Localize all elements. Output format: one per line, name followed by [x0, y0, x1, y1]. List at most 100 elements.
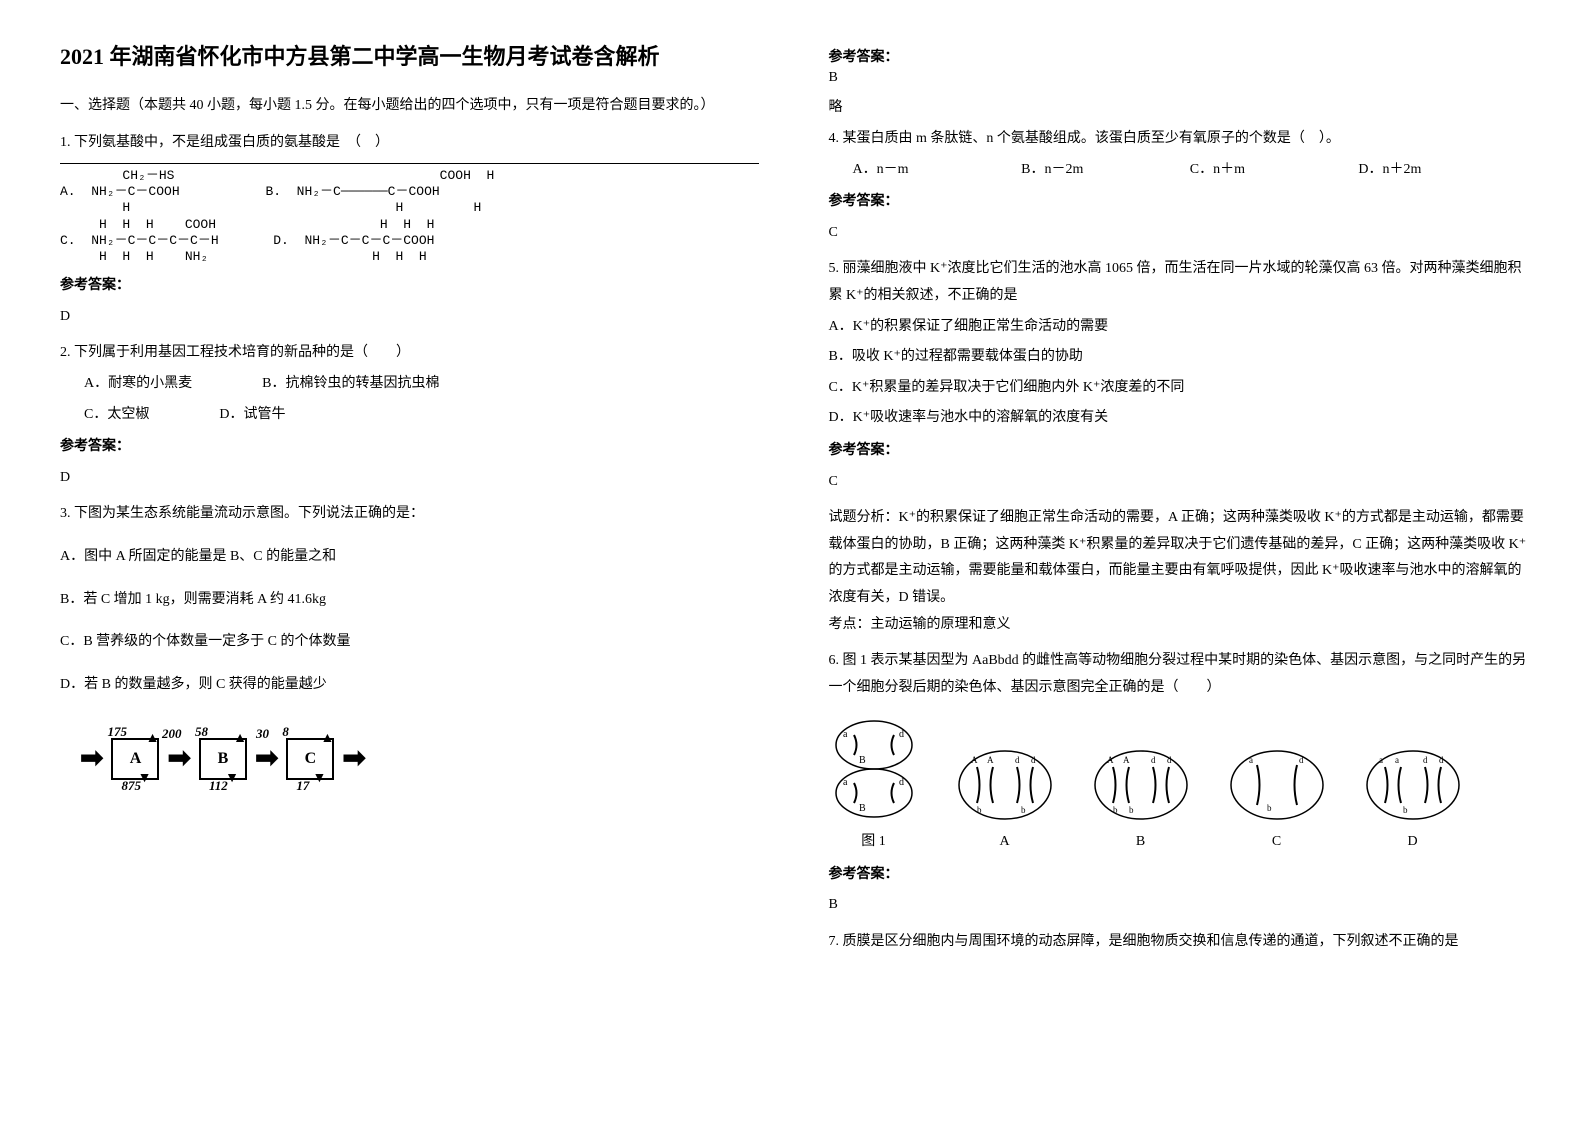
svg-text:d: d: [1167, 755, 1172, 765]
q3-optD: D．若 B 的数量越多，则 C 获得的能量越少: [60, 672, 759, 699]
q4-optC: C．n＋m: [1190, 157, 1359, 184]
q1-stem: 1. 下列氨基酸中，不是组成蛋白质的氨基酸是 （ ）: [60, 130, 759, 157]
svg-text:a: a: [843, 729, 848, 740]
q5-point: 考点：主动运输的原理和意义: [829, 612, 1528, 639]
svg-text:d: d: [899, 729, 904, 740]
q1-answer: D: [60, 304, 759, 331]
q1-answer-label: 参考答案：: [60, 273, 759, 300]
svg-text:A: A: [1123, 755, 1130, 765]
q4-answer-label: 参考答案：: [829, 189, 1528, 216]
q6-figD: aa dd b D: [1363, 745, 1463, 856]
q3-optB: B．若 C 增加 1 kg，则需要消耗 A 约 41.6kg: [60, 587, 759, 614]
q5-stem: 5. 丽藻细胞液中 K⁺浓度比它们生活的池水高 1065 倍，而生活在同一片水域…: [829, 256, 1528, 309]
section-instructions: 一、选择题（本题共 40 小题，每小题 1.5 分。在每小题给出的四个选项中，只…: [60, 93, 759, 118]
q6-figA: AA d d b b A: [955, 745, 1055, 856]
svg-text:b: b: [1267, 803, 1272, 813]
energy-box-b: 58 ▲ B 112 ▼ 30: [199, 738, 247, 780]
cell-diagram-icon: a d b: [1227, 745, 1327, 825]
q2-stem: 2. 下列属于利用基因工程技术培育的新品种的是（ ）: [60, 340, 759, 367]
q5-optB: B．吸收 K⁺的过程都需要载体蛋白的协助: [829, 344, 1528, 371]
q7-stem: 7. 质膜是区分细胞内与周围环境的动态屏障，是细胞物质交换和信息传递的通道，下列…: [829, 929, 1528, 956]
svg-text:d: d: [1423, 755, 1428, 765]
q2-optD: D．试管牛: [219, 402, 285, 429]
svg-text:a: a: [1249, 755, 1253, 765]
q6-answer-label: 参考答案：: [829, 862, 1528, 889]
svg-text:B: B: [859, 755, 866, 766]
q2-answer: D: [60, 465, 759, 492]
q5-optC: C．K⁺积累量的差异取决于它们细胞内外 K⁺浓度差的不同: [829, 375, 1528, 402]
q3-stem: 3. 下图为某生态系统能量流动示意图。下列说法正确的是：: [60, 501, 759, 528]
svg-text:d: d: [1015, 755, 1020, 765]
q3-optC: C．B 营养级的个体数量一定多于 C 的个体数量: [60, 629, 759, 656]
question-4: 4. 某蛋白质由 m 条肽链、n 个氨基酸组成。该蛋白质至少有氧原子的个数是（ …: [829, 126, 1528, 246]
question-5: 5. 丽藻细胞液中 K⁺浓度比它们生活的池水高 1065 倍，而生活在同一片水域…: [829, 256, 1528, 638]
q5-answer-label: 参考答案：: [829, 438, 1528, 465]
q6-fig1: ad ad BB 图 1: [829, 715, 919, 856]
svg-text:b: b: [1021, 805, 1026, 815]
arrow-up-icon: ▲: [146, 726, 160, 753]
question-3: 3. 下图为某生态系统能量流动示意图。下列说法正确的是： A．图中 A 所固定的…: [60, 501, 759, 780]
svg-text:d: d: [899, 777, 904, 788]
right-column: 参考答案： B 略 4. 某蛋白质由 m 条肽链、n 个氨基酸组成。该蛋白质至少…: [829, 40, 1528, 966]
svg-text:b: b: [1129, 805, 1134, 815]
q6-figC: ad b C: [1227, 745, 1327, 856]
q5-optD: D．K⁺吸收速率与池水中的溶解氧的浓度有关: [829, 405, 1528, 432]
svg-text:A: A: [1107, 755, 1114, 765]
cell-diagram-icon: a a d d b: [1363, 745, 1463, 825]
q6-figB: AA dd bb B: [1091, 745, 1191, 856]
q2-optB: B．抗棉铃虫的转基因抗虫棉: [262, 371, 439, 398]
svg-text:b: b: [1403, 805, 1408, 815]
energy-box-c: 8 ▲ C 17 ▼: [286, 738, 334, 780]
question-7: 7. 质膜是区分细胞内与周围环境的动态屏障，是细胞物质交换和信息传递的通道，下列…: [829, 929, 1528, 956]
svg-text:A: A: [987, 755, 994, 765]
cell-diagram-icon: AA d d b b: [1091, 745, 1191, 825]
svg-text:A: A: [971, 755, 978, 765]
cell-diagram-icon: AA d d b b: [955, 745, 1055, 825]
svg-text:b: b: [977, 805, 982, 815]
question-1: 1. 下列氨基酸中，不是组成蛋白质的氨基酸是 （ ） CH₂－HS COOH H…: [60, 130, 759, 330]
q6-stem: 6. 图 1 表示某基因型为 AaBbdd 的雌性高等动物细胞分裂过程中某时期的…: [829, 648, 1528, 701]
q2-options-row2: C．太空椒 D．试管牛: [84, 402, 759, 429]
q3-optA: A．图中 A 所固定的能量是 B、C 的能量之和: [60, 544, 759, 571]
svg-text:d: d: [1031, 755, 1036, 765]
q1-structures: CH₂－HS COOH H A. NH₂－C－COOH B. NH₂－C────…: [60, 163, 759, 266]
q4-stem: 4. 某蛋白质由 m 条肽链、n 个氨基酸组成。该蛋白质至少有氧原子的个数是（ …: [829, 126, 1528, 153]
question-6: 6. 图 1 表示某基因型为 AaBbdd 的雌性高等动物细胞分裂过程中某时期的…: [829, 648, 1528, 919]
cell-diagram-icon: a d a d B B: [829, 715, 919, 825]
question-2: 2. 下列属于利用基因工程技术培育的新品种的是（ ） A．耐寒的小黑麦 B．抗棉…: [60, 340, 759, 491]
q2-optC: C．太空椒: [84, 402, 149, 429]
svg-text:a: a: [843, 777, 848, 788]
q5-answer: C: [829, 469, 1528, 496]
q3-energy-figure: ➡ 175 ▲ A 875 ▼ 200 ➡ 58 ▲ B 112: [80, 738, 759, 780]
q5-optA: A．K⁺的积累保证了细胞正常生命活动的需要: [829, 314, 1528, 341]
q4-optD: D．n＋2m: [1358, 157, 1527, 184]
q2-optA: A．耐寒的小黑麦: [84, 371, 192, 398]
arrow-down-icon: ▼: [138, 766, 152, 793]
svg-text:a: a: [1379, 755, 1383, 765]
arrow-down-icon: ▼: [313, 766, 327, 793]
q4-optB: B．n－2m: [1021, 157, 1190, 184]
svg-text:b: b: [1113, 805, 1118, 815]
q4-optA: A．n－m: [853, 157, 1022, 184]
arrow-down-icon: ▼: [225, 766, 239, 793]
q4-options: A．n－m B．n－2m C．n＋m D．n＋2m: [853, 157, 1528, 184]
q3-brief: 略: [829, 96, 1528, 116]
exam-title: 2021 年湖南省怀化市中方县第二中学高一生物月考试卷含解析: [60, 40, 759, 73]
svg-text:d: d: [1151, 755, 1156, 765]
q2-options-row1: A．耐寒的小黑麦 B．抗棉铃虫的转基因抗虫棉: [84, 371, 759, 398]
q6-figures: ad ad BB 图 1 AA dd bb: [829, 715, 1528, 856]
q3-answer-label: 参考答案：: [829, 46, 1528, 66]
q2-answer-label: 参考答案：: [60, 434, 759, 461]
arrow-up-icon: ▲: [321, 726, 335, 753]
q6-answer: B: [829, 892, 1528, 919]
q3-answer: B: [829, 70, 1528, 86]
svg-text:B: B: [859, 803, 866, 814]
svg-text:d: d: [1299, 755, 1304, 765]
arrow-up-icon: ▲: [233, 726, 247, 753]
energy-box-a: 175 ▲ A 875 ▼ 200: [111, 738, 159, 780]
q5-analysis: 试题分析：K⁺的积累保证了细胞正常生命活动的需要，A 正确；这两种藻类吸收 K⁺…: [829, 505, 1528, 611]
svg-text:d: d: [1439, 755, 1444, 765]
left-column: 2021 年湖南省怀化市中方县第二中学高一生物月考试卷含解析 一、选择题（本题共…: [60, 40, 759, 966]
svg-text:a: a: [1395, 755, 1399, 765]
q4-answer: C: [829, 220, 1528, 247]
